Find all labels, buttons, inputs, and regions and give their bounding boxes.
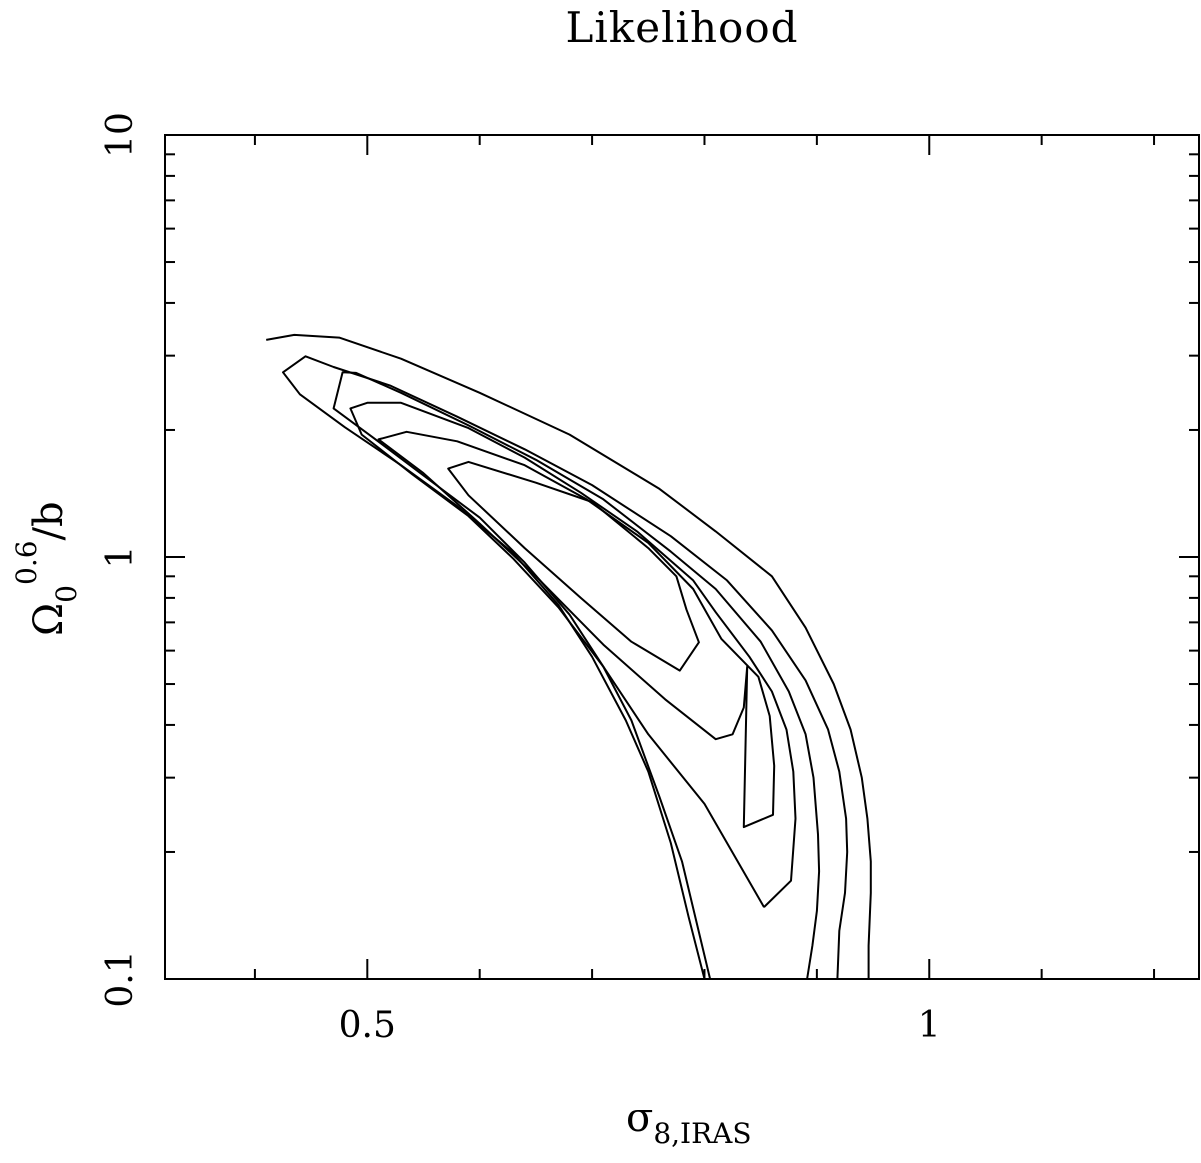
y-tick-label: 10 [100,112,141,158]
x-axis-label-subscript: 8,IRAS [653,1117,751,1150]
contour-level-5 [377,430,776,829]
chart-title: Likelihood [565,3,798,52]
contour-level-2 [282,355,849,980]
contour-level-4 [349,401,797,908]
x-tick-labels: 0.5 1 [339,1005,941,1046]
x-tick-label: 0.5 [339,1005,396,1046]
x-axis-label: σ8,IRAS [626,1095,752,1150]
plot-frame [164,134,1200,980]
x-axis-label-main: σ [626,1095,653,1141]
x-tick-label: 1 [918,1005,941,1046]
y-tick-labels: 0.1 1 10 [100,112,141,1008]
y-axis-label-subscript: 0 [50,585,83,603]
y-tick-label: 1 [100,546,141,569]
y-axis-label: Ω0 0.6/b [10,501,83,636]
y-axis-label-main: Ω [26,603,72,636]
y-axis-label-superscript: 0.6 [10,540,43,585]
axis-ticks [165,134,1199,980]
y-axis-label-tail: /b [26,501,72,540]
contour-level-6 [447,460,700,672]
contour-level-3 [332,371,821,980]
contour-lines [266,333,872,980]
y-tick-label: 0.1 [100,950,141,1007]
contour-level-1 [266,333,872,979]
